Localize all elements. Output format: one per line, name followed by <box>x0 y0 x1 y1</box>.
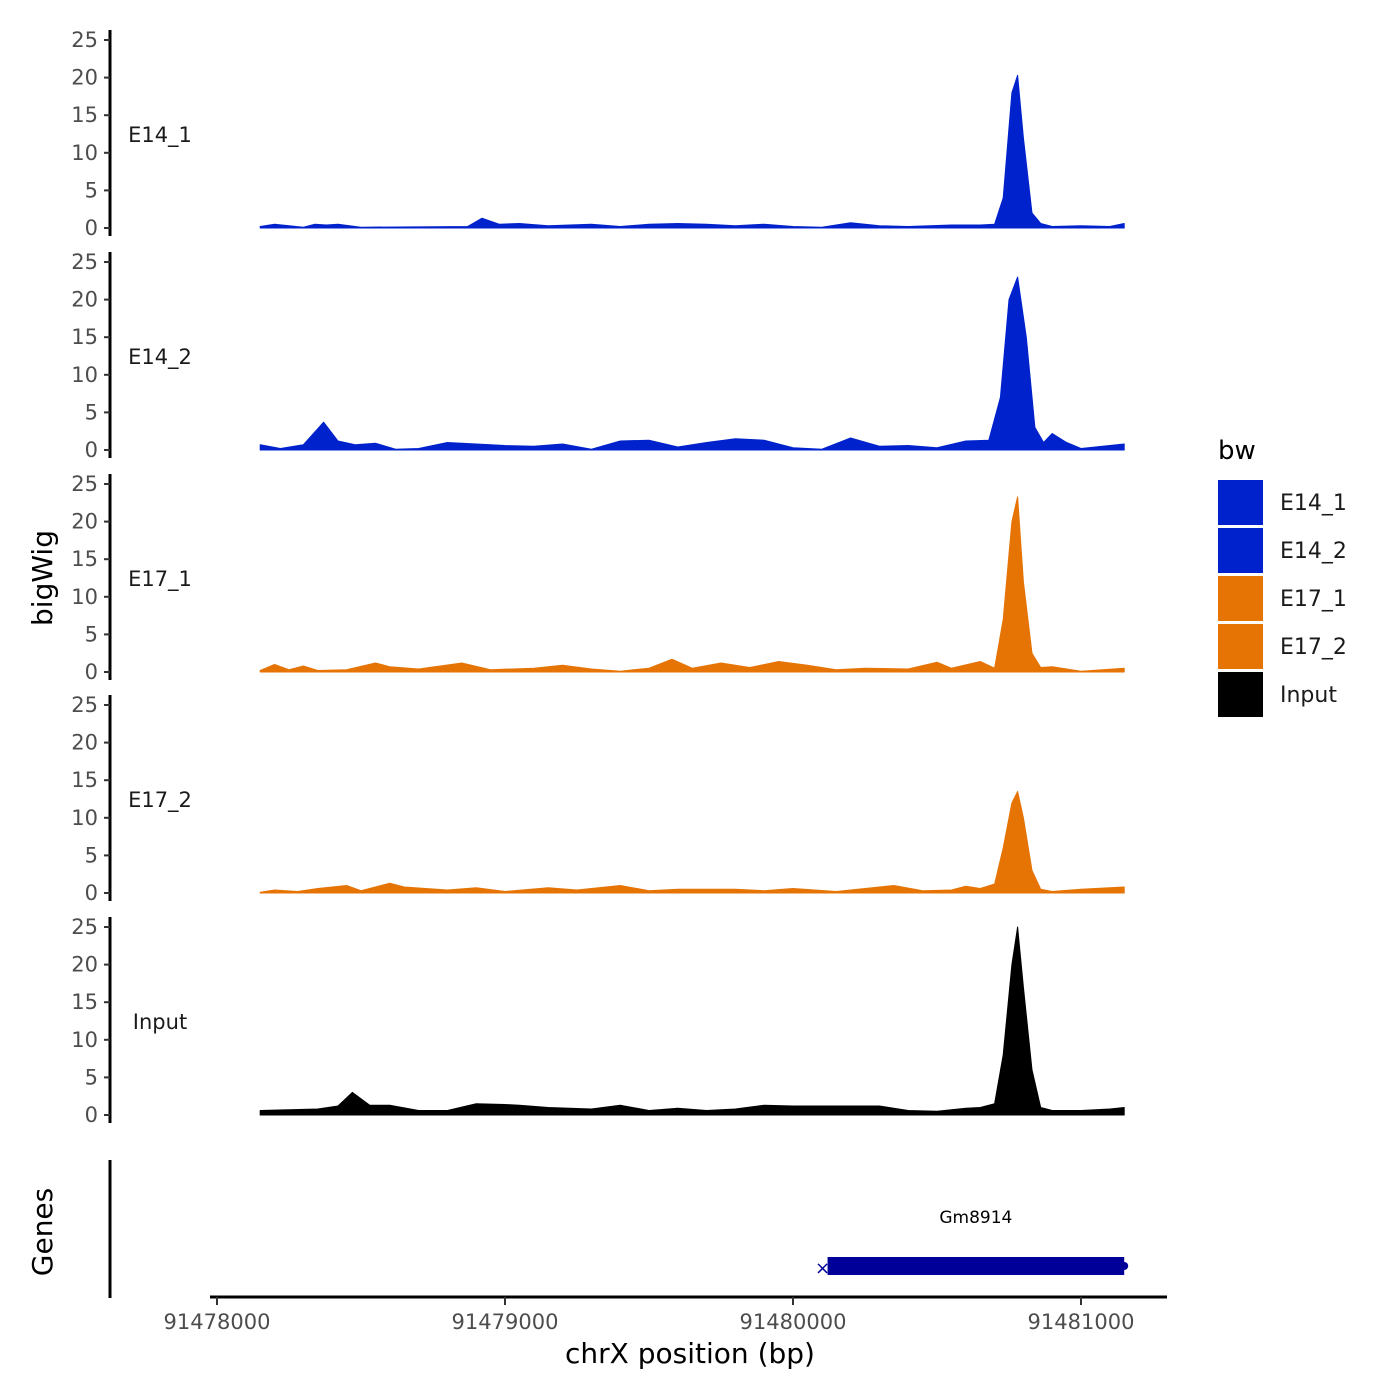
y-tick-label: 15 <box>71 768 98 792</box>
y-tick-label: 10 <box>71 1028 98 1052</box>
y-tick-label: 15 <box>71 990 98 1014</box>
x-tick-label: 91481000 <box>1028 1310 1135 1334</box>
x-axis-title: chrX position (bp) <box>565 1337 815 1370</box>
y-tick-label: 5 <box>85 178 98 202</box>
y-tick-label: 0 <box>85 660 98 684</box>
legend-label: E17_2 <box>1280 635 1347 660</box>
track-label: E17_1 <box>128 567 192 592</box>
y-tick-label: 20 <box>71 731 98 755</box>
track-label: E17_2 <box>128 788 192 813</box>
y-axis-title: bigWig <box>26 530 59 626</box>
track-label: E14_1 <box>128 123 192 148</box>
coverage-area <box>259 926 1125 1116</box>
legend-swatch <box>1218 576 1263 621</box>
legend-label: Input <box>1280 683 1337 708</box>
y-tick-label: 10 <box>71 806 98 830</box>
tracks-group: 0 5 10 15 20 25 E14_1 0 5 10 15 20 25 E14_2 0 5 10 15 20 25… <box>71 28 1125 1127</box>
legend-swatch <box>1218 528 1263 573</box>
legend-label: E14_2 <box>1280 539 1347 564</box>
gene-end-marker <box>1120 1262 1129 1270</box>
y-tick-label: 0 <box>85 1103 98 1127</box>
track-panel: 0 5 10 15 20 25 Input <box>71 915 1125 1127</box>
legend-swatch <box>1218 480 1263 525</box>
track-panel: 0 5 10 15 20 25 E17_1 <box>71 472 1125 684</box>
y-tick-label: 15 <box>71 547 98 571</box>
coverage-area <box>259 496 1125 673</box>
y-tick-label: 15 <box>71 103 98 127</box>
legend-item: E14_2 <box>1218 528 1347 573</box>
strand-marker: × <box>815 1258 830 1279</box>
legend-label: E17_1 <box>1280 587 1347 612</box>
gene: × Gm8914 <box>815 1208 1129 1279</box>
legend-title: bw <box>1218 436 1256 466</box>
track-panel: 0 5 10 15 20 25 E17_2 <box>71 693 1125 905</box>
genes-track: × Gm8914 <box>108 1160 1129 1298</box>
y-tick-label: 10 <box>71 363 98 387</box>
track-label: E14_2 <box>128 345 192 370</box>
gene-body <box>827 1257 1125 1275</box>
legend-swatch <box>1218 672 1263 717</box>
x-tick-label: 91479000 <box>452 1310 559 1334</box>
coverage-area <box>259 276 1125 451</box>
legend-item: E17_1 <box>1218 576 1347 621</box>
y-tick-label: 5 <box>85 400 98 424</box>
y-tick-label: 0 <box>85 881 98 905</box>
legend: bw E14_1 E14_2 E17_1 E17_2 Input <box>1218 436 1347 717</box>
y-tick-label: 20 <box>71 288 98 312</box>
x-axis: 91478000 91479000 91480000 91481000 <box>164 1295 1167 1334</box>
legend-label: E14_1 <box>1280 491 1347 516</box>
y-tick-label: 0 <box>85 438 98 462</box>
coverage-area <box>259 74 1125 229</box>
y-tick-label: 20 <box>71 66 98 90</box>
y-tick-label: 0 <box>85 216 98 240</box>
y-tick-label: 10 <box>71 585 98 609</box>
track-panel: 0 5 10 15 20 25 E14_1 <box>71 28 1125 240</box>
y-tick-label: 20 <box>71 510 98 534</box>
y-tick-label: 5 <box>85 1065 98 1089</box>
y-tick-label: 15 <box>71 325 98 349</box>
track-label: Input <box>133 1010 187 1034</box>
y-tick-label: 20 <box>71 953 98 977</box>
y-tick-label: 25 <box>71 693 98 717</box>
legend-swatch <box>1218 624 1263 669</box>
y-tick-label: 5 <box>85 843 98 867</box>
x-tick-label: 91480000 <box>740 1310 847 1334</box>
gene-label: Gm8914 <box>939 1208 1012 1228</box>
y-tick-label: 25 <box>71 915 98 939</box>
genes-track-title: Genes <box>26 1188 59 1276</box>
x-tick-label: 91478000 <box>164 1310 271 1334</box>
y-tick-label: 25 <box>71 250 98 274</box>
y-tick-label: 10 <box>71 141 98 165</box>
legend-item: Input <box>1218 672 1337 717</box>
y-tick-label: 25 <box>71 472 98 496</box>
y-tick-label: 5 <box>85 622 98 646</box>
legend-item: E17_2 <box>1218 624 1347 669</box>
coverage-area <box>259 791 1125 894</box>
track-panel: 0 5 10 15 20 25 E14_2 <box>71 250 1125 462</box>
y-tick-label: 25 <box>71 28 98 52</box>
legend-item: E14_1 <box>1218 480 1347 525</box>
